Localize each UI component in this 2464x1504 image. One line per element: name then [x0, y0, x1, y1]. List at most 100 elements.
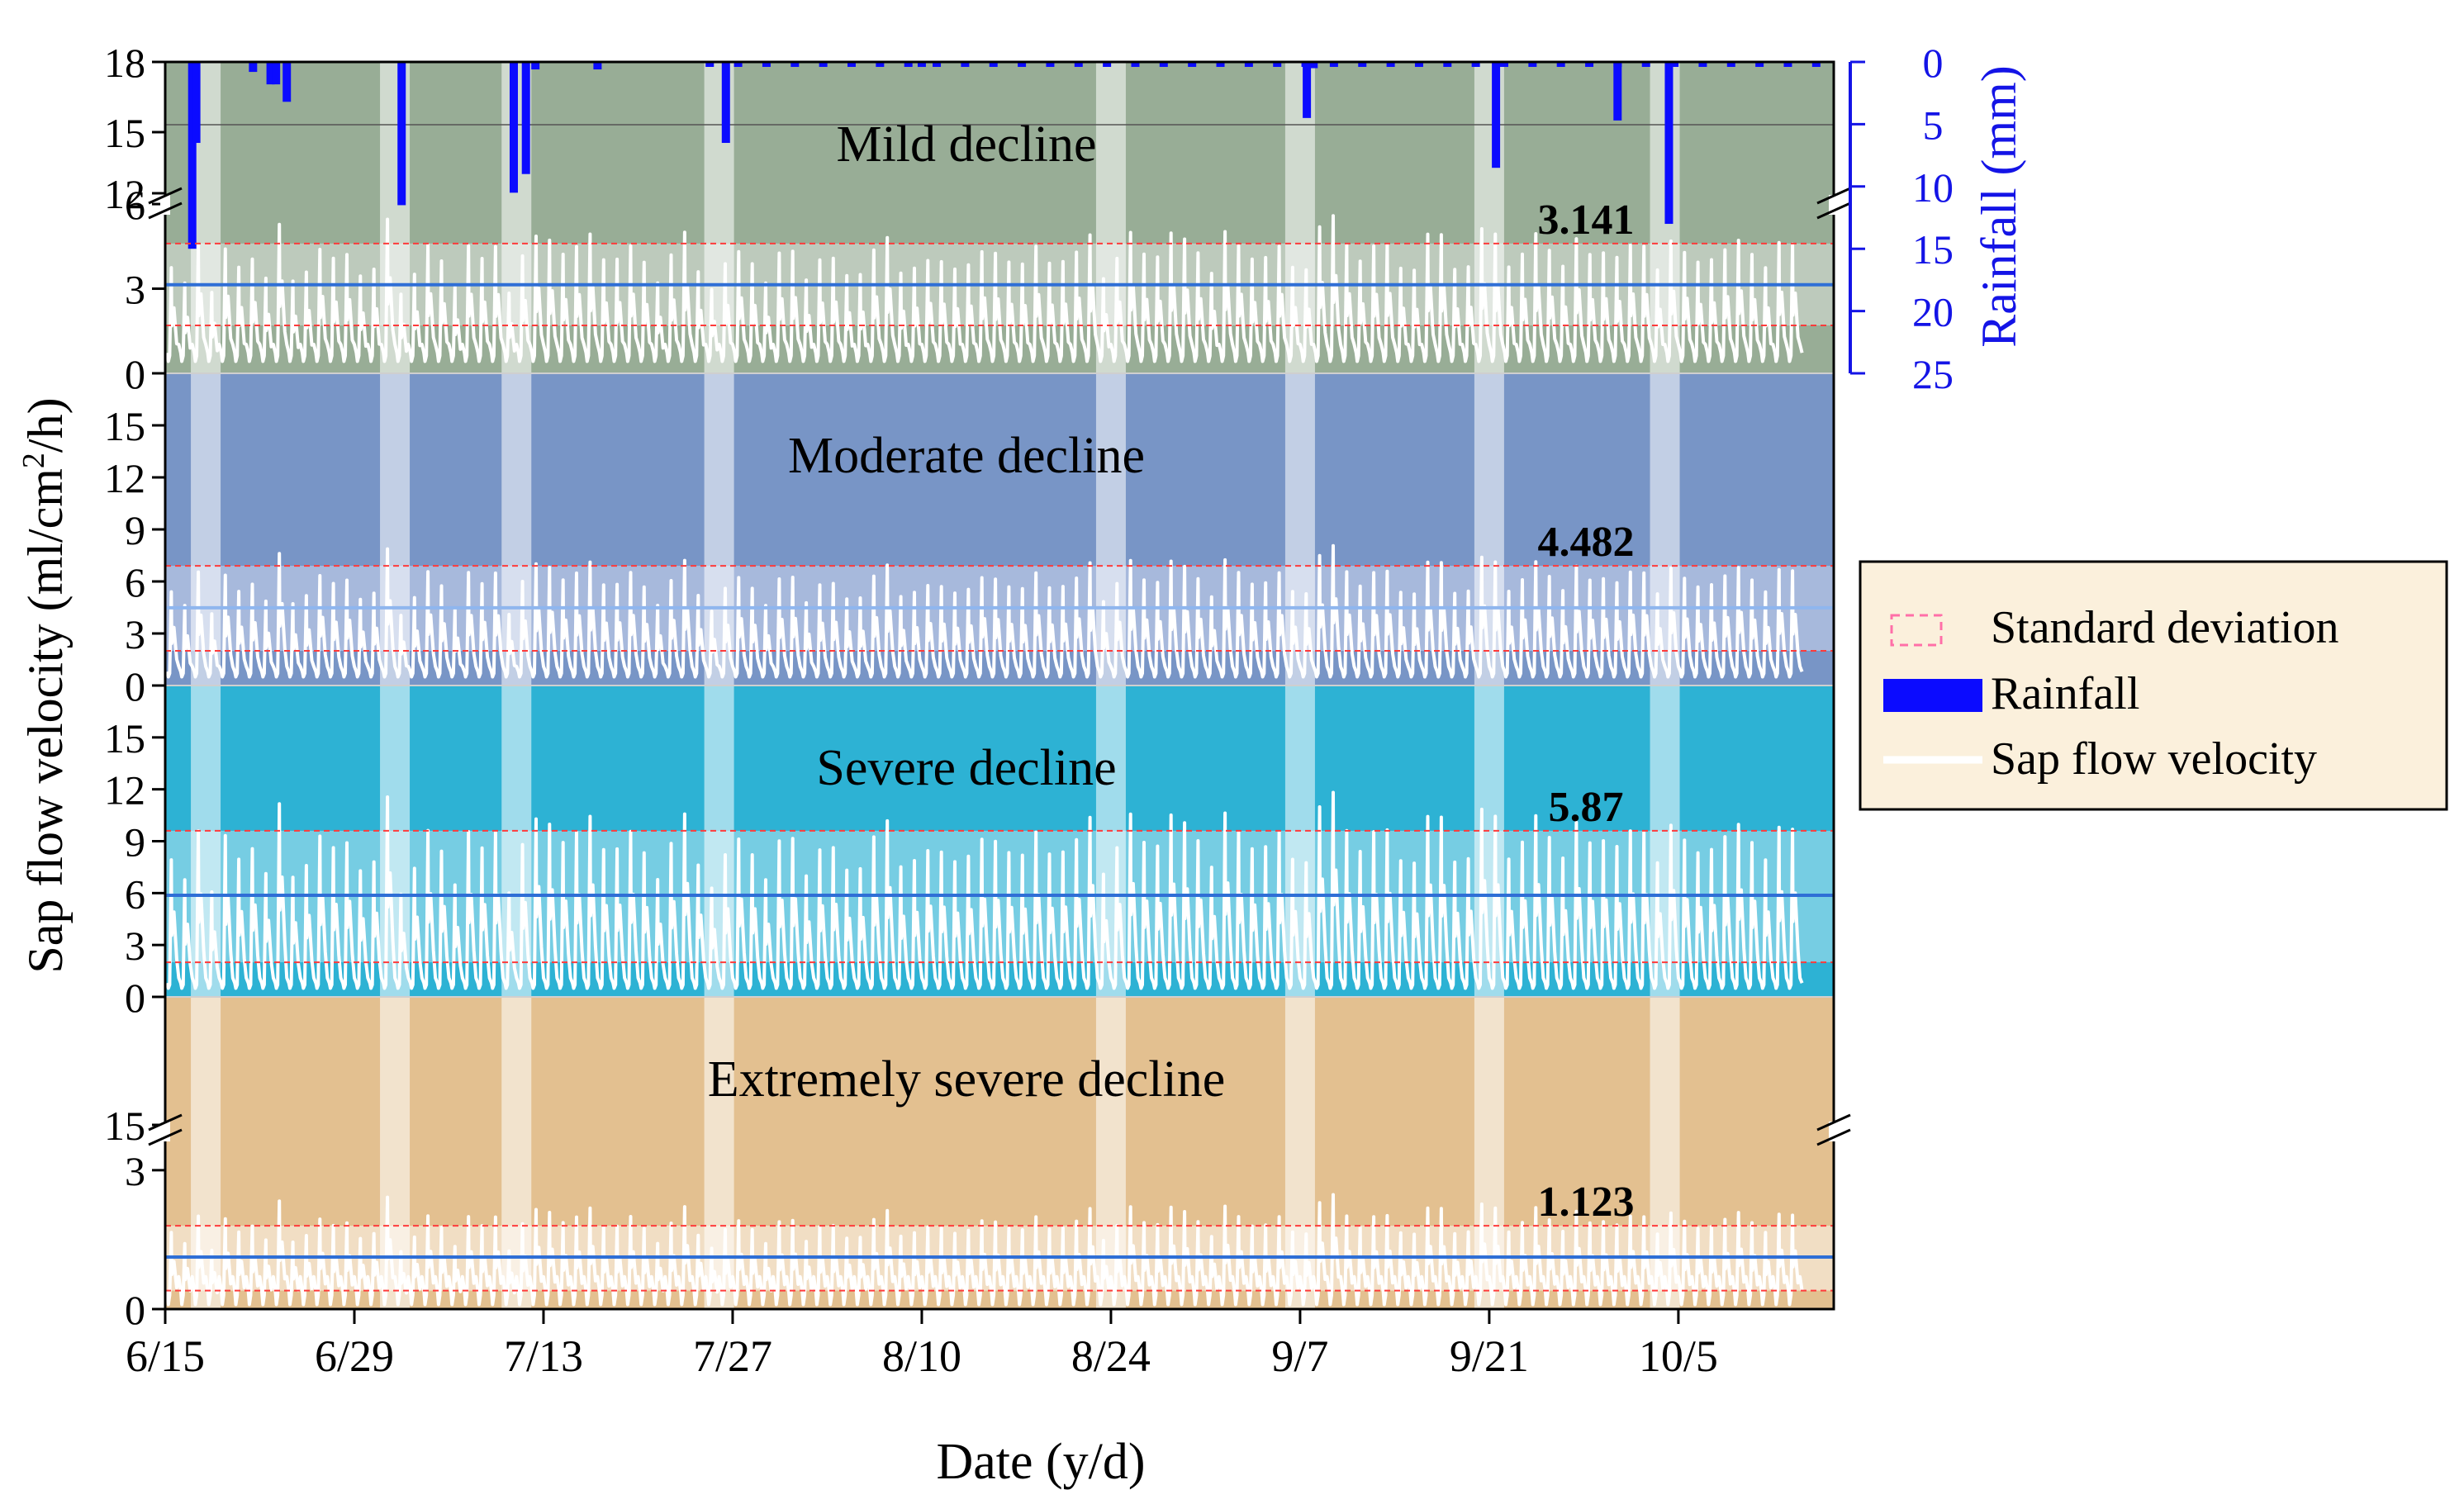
rainfall-bar: [1244, 62, 1253, 67]
y-tick-label-p1: 0: [125, 663, 145, 709]
sap-flow-layer: [165, 214, 1804, 1307]
rainfall-bar: [1811, 62, 1821, 67]
right-tick-label: 15: [1912, 226, 1954, 273]
y-tick-label-p0: 15: [104, 110, 145, 156]
panel-name-2: Severe decline: [816, 740, 1116, 796]
rainfall-bar: [192, 62, 201, 144]
rainfall-bar: [1443, 62, 1452, 67]
rainfall-bar: [1641, 62, 1650, 67]
rainfall-bar: [1783, 62, 1792, 67]
rainfall-bar: [876, 62, 885, 67]
sap-flow-series-0: [165, 214, 1804, 363]
mean-label-1: 4.482: [1538, 519, 1635, 566]
rainfall-bar: [1471, 62, 1480, 67]
rainfall-bar: [1613, 62, 1622, 67]
legend-rainfall-label: Rainfall: [1991, 668, 2139, 719]
axis-break-mark: [148, 202, 183, 220]
rainfall-bar: [266, 62, 275, 85]
right-tick-label: 25: [1912, 351, 1954, 397]
x-tick-label: 10/5: [1639, 1331, 1718, 1381]
rainfall-bar: [521, 62, 530, 174]
rainfall-bar: [1500, 62, 1508, 67]
y-tick-label-p2: 12: [104, 767, 145, 814]
rain-day-stripe: [380, 373, 411, 686]
y-tick-label-p0: 18: [104, 40, 145, 86]
y-axis-right-label: Rainfall (mm): [1972, 65, 2026, 348]
y-axis-left-label: Sap flow velocity (ml/cm2/h): [17, 397, 73, 973]
right-tick-label: 10: [1912, 164, 1954, 211]
rainfall-bar: [1074, 62, 1083, 67]
y-tick-label-p2: 6: [125, 871, 145, 917]
sap-flow-series-2: [165, 790, 1804, 990]
rainfall-bar: [1664, 62, 1674, 225]
rainfall-bar: [721, 62, 730, 144]
rainfall-bar: [1216, 62, 1225, 67]
y-axis-left-label-sup: 2: [17, 453, 51, 468]
axis-break-mark: [1816, 1128, 1851, 1146]
x-tick-label: 8/24: [1071, 1331, 1151, 1381]
rainfall-bar: [917, 62, 926, 68]
rainfall-bar: [1528, 62, 1537, 67]
panel-name-0: Mild decline: [836, 116, 1096, 173]
mean-label-2: 5.87: [1549, 784, 1624, 831]
rainfall-bar: [397, 62, 406, 206]
rainfall-bar: [188, 62, 197, 249]
rain-day-stripe: [380, 997, 411, 1309]
y-tick-label-p2: 3: [125, 923, 145, 969]
y-tick-label-p3: 15: [104, 1103, 145, 1149]
panel-name-1: Moderate decline: [788, 428, 1145, 484]
x-tick-label: 8/10: [882, 1331, 961, 1381]
y-tick-label-p1: 3: [125, 611, 145, 657]
x-tick-label: 7/27: [693, 1331, 772, 1381]
rain-day-stripe: [191, 997, 221, 1309]
rainfall-bar: [904, 62, 913, 67]
x-tick-label: 9/7: [1271, 1331, 1328, 1381]
y-tick-label-p1: 9: [125, 507, 145, 553]
rainfall-bar: [933, 62, 942, 67]
axis-break-mark: [1816, 187, 1851, 205]
rainfall-bar: [272, 62, 281, 85]
x-tick-label: 6/15: [126, 1331, 205, 1381]
legend-sd-label: Standard deviation: [1991, 602, 2338, 653]
y-tick-label-p2: 15: [104, 715, 145, 761]
axis-break-mark: [148, 187, 183, 205]
rainfall-bar: [249, 62, 258, 73]
y-tick-label-p3: 0: [125, 1287, 145, 1333]
mean-label-0: 3.141: [1538, 197, 1635, 244]
x-tick-label: 9/21: [1450, 1331, 1529, 1381]
rainfall-bar: [1698, 62, 1707, 67]
panel-name-3: Extremely severe decline: [708, 1051, 1226, 1108]
axes-layer: 0361815120369121503691215031505101520256…: [104, 40, 1954, 1381]
rainfall-bar: [1492, 62, 1501, 168]
y-tick-label-p0: 0: [125, 351, 145, 397]
y-tick-label-p0: 6: [125, 182, 145, 228]
y-axis-left-label-end: /h): [18, 397, 73, 453]
rainfall-bar: [1018, 62, 1027, 67]
legend-sd-swatch: [1890, 614, 1943, 647]
y-tick-label-p1: 12: [104, 455, 145, 501]
rainfall-bar: [1103, 62, 1112, 67]
y-tick-label-p0: 3: [125, 267, 145, 313]
rainfall-bar: [282, 62, 292, 102]
rainfall-bar: [762, 62, 771, 67]
axis-break-mark: [1816, 202, 1851, 220]
rainfall-bar: [1670, 62, 1679, 67]
mean-label-3: 1.123: [1538, 1179, 1635, 1226]
right-tick-label: 20: [1912, 289, 1954, 335]
rainfall-bar: [847, 62, 856, 67]
overlay-layer: 3.141 Mild decline 4.482 Moderate decline 5.…: [165, 116, 1834, 1292]
y-tick-label-p1: 6: [125, 559, 145, 605]
rainfall-bar: [1329, 62, 1338, 67]
rainfall-bar: [1046, 62, 1055, 67]
sap-flow-series-1: [165, 543, 1804, 679]
y-axis-left-label-main: Sap flow velocity (ml/cm: [18, 468, 73, 974]
rainfall-bar: [1556, 62, 1565, 67]
rainfall-bar: [593, 62, 602, 70]
rainfall-bar: [1303, 62, 1312, 118]
rain-day-stripe: [191, 373, 221, 686]
rainfall-bar: [1585, 62, 1594, 67]
rainfall-layer: [188, 62, 1821, 249]
rainfall-bar: [961, 62, 970, 67]
y-tick-label-p0: 12: [104, 171, 145, 217]
